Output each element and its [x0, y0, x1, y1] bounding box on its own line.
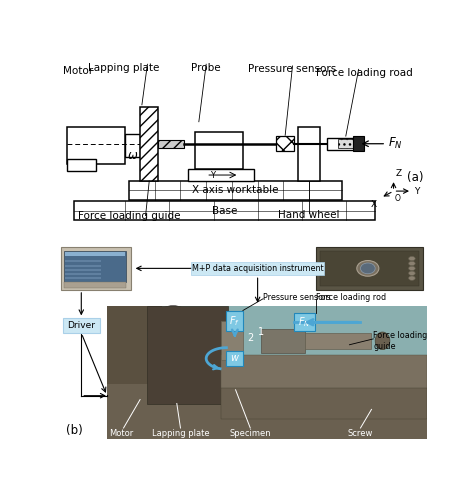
Text: (a): (a) [407, 171, 424, 184]
Text: M+P data acquisition instrument: M+P data acquisition instrument [192, 264, 323, 273]
Bar [221, 354, 427, 390]
Bar [191, 262, 324, 275]
Text: Force loading
guide: Force loading guide [374, 331, 428, 351]
Bar [63, 318, 100, 333]
Bar [276, 136, 294, 151]
Text: Force loading rod: Force loading rod [316, 293, 386, 302]
Text: Motor: Motor [63, 66, 93, 76]
Text: Motor: Motor [109, 429, 134, 438]
Text: Lapping plate: Lapping plate [88, 63, 159, 72]
Text: 2: 2 [247, 333, 254, 343]
Ellipse shape [409, 276, 415, 281]
Bar [227, 312, 243, 331]
Bar [227, 351, 243, 366]
Text: Pressure sensors: Pressure sensors [248, 64, 337, 74]
Bar [65, 252, 125, 256]
Bar [320, 251, 419, 286]
Bar [298, 127, 320, 181]
Text: 1: 1 [258, 327, 264, 337]
Ellipse shape [409, 271, 415, 276]
Text: Force loading guide: Force loading guide [78, 211, 180, 221]
Bar [147, 306, 228, 403]
Bar [66, 159, 96, 171]
Bar [65, 277, 101, 279]
Bar [107, 384, 427, 439]
Text: Base: Base [212, 206, 237, 215]
Bar [61, 247, 131, 290]
Bar [129, 181, 342, 200]
Text: O: O [395, 194, 401, 203]
Ellipse shape [409, 256, 415, 261]
Bar [353, 136, 364, 151]
Bar [162, 306, 427, 380]
Text: X axis worktable: X axis worktable [192, 185, 279, 195]
Bar [221, 321, 243, 360]
Text: Y: Y [210, 171, 215, 179]
Bar [74, 201, 375, 220]
Bar [328, 138, 357, 150]
Bar [140, 106, 158, 181]
Text: X: X [371, 200, 377, 209]
Bar [195, 132, 243, 169]
Bar [64, 251, 126, 282]
Bar [125, 134, 140, 157]
Ellipse shape [409, 261, 415, 266]
Text: Z: Z [395, 169, 401, 177]
Bar [65, 260, 101, 262]
Ellipse shape [360, 263, 375, 274]
Bar [221, 388, 427, 419]
Bar [65, 269, 101, 271]
Text: Driver: Driver [67, 321, 95, 330]
Bar [316, 247, 423, 290]
Bar [305, 333, 372, 349]
Text: Y: Y [414, 186, 419, 196]
Bar [338, 139, 353, 148]
Text: Probe: Probe [191, 63, 221, 72]
Text: $w$: $w$ [230, 353, 240, 363]
Text: Specimen: Specimen [229, 429, 271, 438]
Bar [65, 273, 101, 275]
Bar [294, 314, 315, 331]
Text: ω: ω [128, 149, 138, 162]
Text: (b): (b) [65, 424, 82, 437]
Ellipse shape [375, 332, 390, 350]
Bar [158, 140, 184, 148]
Ellipse shape [357, 260, 379, 276]
Bar [66, 127, 125, 164]
Ellipse shape [147, 306, 199, 368]
Text: Screw: Screw [348, 429, 373, 438]
Bar [188, 169, 254, 181]
Text: $F_N$: $F_N$ [299, 316, 311, 329]
Bar [107, 306, 427, 439]
Text: $F_N$: $F_N$ [388, 136, 403, 151]
Bar [65, 265, 101, 267]
Text: Hand wheel: Hand wheel [278, 210, 340, 220]
Text: Lapping plate: Lapping plate [152, 429, 210, 438]
Text: Pressure sensors: Pressure sensors [263, 293, 331, 302]
Bar [64, 282, 126, 288]
Ellipse shape [409, 266, 415, 271]
Text: $F_f$: $F_f$ [229, 315, 240, 328]
Text: Force loading road: Force loading road [316, 68, 412, 77]
Bar [261, 329, 305, 352]
